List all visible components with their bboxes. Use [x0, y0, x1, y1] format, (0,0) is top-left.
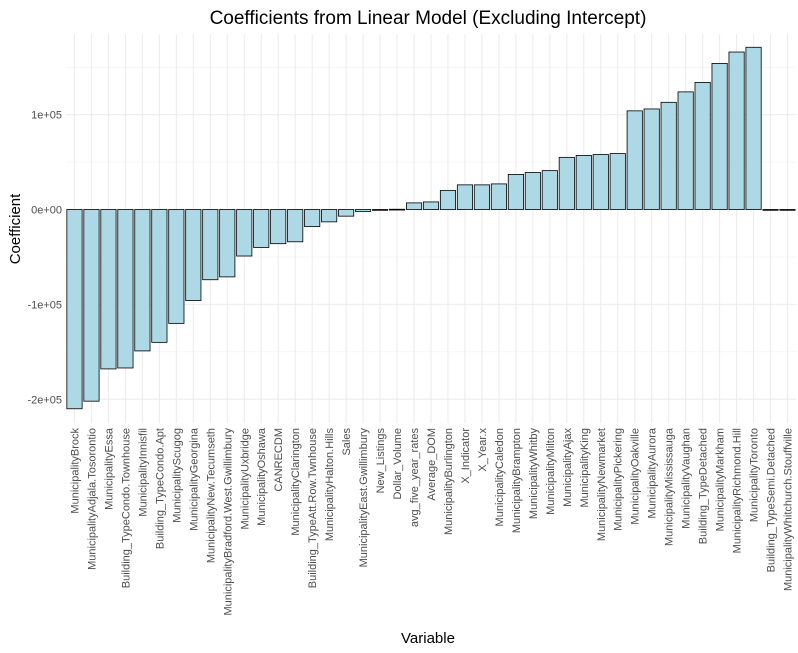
x-tick-label: Average_DOM: [426, 428, 438, 501]
x-tick-label: MunicipalityToronto: [749, 428, 761, 522]
x-axis-title: Variable: [401, 630, 455, 647]
y-tick-label: 0e+00: [31, 205, 62, 217]
x-tick-label: New_Listings: [375, 428, 387, 494]
x-tick-label: MunicipalityOakville: [630, 428, 642, 525]
bar: [185, 209, 202, 302]
x-tick-label: avg_five_year_rates: [409, 428, 421, 528]
bar: [151, 209, 168, 343]
bar: [422, 201, 440, 210]
x-tick-label: MunicipalityAurora: [647, 427, 659, 518]
x-tick-label: Building_TypeCondo.Apt: [154, 428, 166, 549]
x-tick-label: X_Indicator: [460, 428, 472, 484]
bar: [219, 209, 236, 278]
y-tick-label: 1e+05: [31, 110, 62, 122]
x-tick-label: MunicipalityMarkham: [715, 428, 727, 531]
x-tick-label: MunicipalityGeorgina: [188, 427, 200, 531]
bar: [134, 209, 151, 352]
x-tick-label: MunicipalityHalton.Hills: [324, 428, 336, 542]
bar: [321, 209, 338, 223]
bar: [643, 108, 660, 210]
x-tick-label: MunicipalityMississauga: [664, 427, 676, 546]
bar: [202, 209, 219, 281]
x-tick-label: MunicipalityUxbridge: [239, 428, 251, 530]
bar: [473, 184, 490, 210]
bar: [66, 209, 83, 410]
x-tick-label: MunicipalityVaughan: [681, 428, 693, 529]
bar: [779, 209, 796, 211]
bar: [372, 209, 389, 211]
bar: [456, 184, 473, 210]
bar: [524, 172, 541, 210]
x-tick-label: X_Year.x: [477, 428, 489, 472]
x-tick-label: MunicipalityEast.Gwillimbury: [358, 428, 370, 568]
x-tick-label: CANRECDM: [273, 428, 285, 492]
bar: [711, 63, 728, 210]
x-tick-label: MunicipalityEssa: [103, 427, 115, 510]
x-tick-label: MunicipalityPickering: [613, 428, 625, 531]
x-tick-label: MunicipalityClarington: [290, 428, 302, 536]
bar: [541, 170, 558, 210]
x-tick-label: Dollar_Volume: [392, 428, 404, 500]
x-tick-label: MunicipalityAdjala.Tosorontio: [86, 428, 98, 570]
bar: [490, 183, 507, 210]
x-tick-label: Building_TypeCondo.Townhouse: [120, 428, 132, 588]
x-tick-label: MunicipalityScugog: [171, 428, 183, 523]
bar: [609, 153, 626, 210]
x-tick-label: MunicipalityBurlington: [443, 428, 455, 535]
x-tick-label: MunicipalityNew.Tecumseth: [205, 428, 217, 563]
x-tick-label: Building_TypeDetached: [698, 428, 710, 544]
y-tick-label: -2e+05: [27, 394, 62, 406]
y-tick-label: -1e+05: [27, 299, 62, 311]
bar: [83, 209, 100, 402]
y-axis-title: Coefficient: [7, 193, 24, 264]
x-tick-label: MunicipalityBrampton: [511, 428, 523, 533]
bar: [677, 91, 694, 210]
x-tick-label: MunicipalityCaledon: [494, 428, 506, 526]
bar: [168, 209, 185, 324]
bar: [304, 209, 321, 228]
bar: [592, 154, 609, 210]
x-tick-label: MunicipalityRichmond.Hill: [732, 428, 744, 553]
bar: [507, 174, 524, 210]
x-tick-label: MunicipalityWhitby: [528, 428, 540, 520]
bar: [405, 202, 423, 210]
bars-group: [66, 46, 796, 410]
bar: [338, 209, 355, 217]
bar: [745, 46, 762, 210]
x-tick-label: Sales: [341, 428, 353, 456]
bar: [270, 209, 287, 245]
chart-title: Coefficients from Linear Model (Excludin…: [210, 8, 647, 29]
x-tick-label: MunicipalityInnisfil: [137, 428, 149, 517]
bar: [253, 209, 270, 248]
bar: [236, 209, 253, 257]
bar: [439, 190, 457, 210]
x-tick-label: MunicipalityOshawa: [256, 427, 268, 526]
bar: [100, 209, 117, 370]
bar: [389, 208, 406, 211]
x-tick-label: MunicipalityNewmarket: [596, 428, 608, 541]
bar: [728, 51, 745, 210]
bar: [626, 110, 643, 210]
bar: [287, 209, 304, 243]
x-tick-label: MunicipalityMilton: [545, 428, 557, 515]
x-tick-label: Building_TypeSemi.Detached: [766, 428, 778, 572]
x-tick-label: MunicipalityKing: [579, 428, 591, 507]
bar: [558, 156, 575, 210]
x-tick-label: MunicipalityBrock: [69, 428, 81, 514]
x-axis: MunicipalityBrock MunicipalityAdjala.Toso…: [69, 427, 794, 615]
x-tick-label: MunicipalityAjax: [562, 428, 574, 507]
x-tick-label: MunicipalityBradford.West.Gwillimbury: [222, 428, 234, 616]
bar: [575, 155, 592, 210]
bar: [355, 209, 372, 212]
x-tick-label: Building_TypeAtt.Row.Twnhouse: [307, 428, 319, 588]
x-tick-label: MunicipalityWhitchurch.Stouffville: [783, 428, 795, 591]
bar: [762, 209, 779, 211]
bar: [660, 101, 677, 210]
bar: [117, 209, 134, 369]
y-axis: -2e+05 -1e+05 0e+00 1e+05: [27, 110, 62, 407]
bar: [694, 81, 711, 210]
